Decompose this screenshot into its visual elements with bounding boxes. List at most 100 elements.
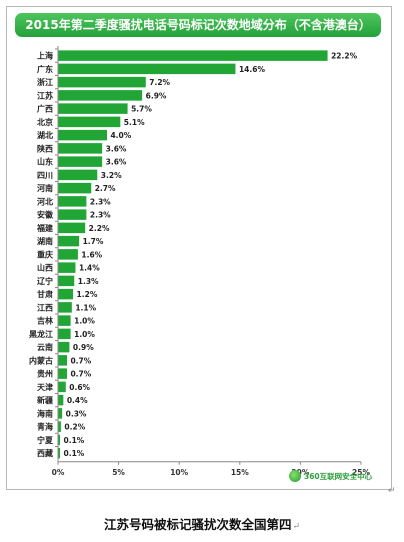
- value-label: 5.1%: [124, 118, 145, 127]
- value-label: 2.3%: [90, 197, 111, 206]
- value-label: 2.7%: [95, 184, 116, 193]
- category-label: 吉林: [37, 316, 53, 326]
- bar: [58, 341, 70, 353]
- chart-title: 2015年第二季度骚扰电话号码标记次数地域分布（不含港澳台）: [15, 13, 381, 37]
- bar: [58, 143, 103, 154]
- category-label: 湖南: [37, 236, 53, 246]
- x-tick-label: 10%: [170, 468, 188, 477]
- value-label: 0.2%: [64, 423, 85, 432]
- chart-figure: 2015年第二季度骚扰电话号码标记次数地域分布（不含港澳台） 0% 5% 10% 15…: [6, 6, 392, 490]
- logo-icon: [289, 470, 301, 482]
- value-label: 1.0%: [74, 330, 95, 339]
- value-label: 1.2%: [77, 290, 98, 299]
- category-label: 陕西: [37, 143, 53, 153]
- value-label: 0.1%: [64, 449, 85, 458]
- bar: [58, 169, 98, 181]
- bar: [58, 235, 80, 247]
- return-mark: ↵: [388, 486, 396, 496]
- value-label: 3.2%: [101, 171, 122, 180]
- value-label: 7.2%: [149, 78, 170, 87]
- category-label: 西藏: [37, 448, 53, 458]
- category-label: 山西: [37, 263, 53, 273]
- category-label: 黑龙江: [29, 329, 53, 339]
- category-label: 辽宁: [37, 276, 53, 286]
- category-label: 云南: [37, 342, 53, 352]
- value-label: 1.4%: [79, 264, 100, 273]
- caption: 江苏号码被标记骚扰次数全国第四↵: [0, 514, 404, 533]
- bar: [58, 421, 61, 432]
- bar: [58, 103, 128, 114]
- value-label: 1.3%: [78, 277, 99, 286]
- bar: [58, 76, 146, 88]
- category-label: 天津: [37, 382, 53, 392]
- value-label: 0.9%: [73, 343, 94, 352]
- bar: [58, 116, 121, 128]
- value-label: 4.0%: [110, 131, 131, 140]
- category-label: 湖北: [37, 130, 53, 140]
- value-label: 0.7%: [70, 370, 91, 379]
- bar: [58, 196, 87, 207]
- category-label: 甘肃: [37, 289, 53, 299]
- bar: [58, 355, 67, 366]
- value-label: 1.6%: [81, 250, 102, 259]
- x-tick-label: 0%: [52, 468, 65, 477]
- bar: [58, 434, 60, 446]
- category-label: 广西: [37, 104, 53, 114]
- category-label: 河北: [37, 196, 53, 206]
- value-label: 0.1%: [64, 436, 85, 445]
- bar: [58, 288, 74, 300]
- value-label: 0.4%: [67, 396, 88, 405]
- value-label: 2.3%: [90, 211, 111, 220]
- category-label: 宁夏: [37, 435, 54, 445]
- logo-text: 360互联网安全中心: [304, 471, 373, 481]
- bar: [58, 63, 236, 75]
- value-label: 1.0%: [74, 317, 95, 326]
- value-label: 14.6%: [239, 65, 266, 74]
- value-label: 1.1%: [75, 303, 96, 312]
- category-label: 江西: [37, 302, 53, 312]
- category-label: 内蒙古: [29, 355, 53, 365]
- bar: [58, 50, 328, 61]
- category-label: 贵州: [37, 369, 53, 379]
- category-label: 山东: [37, 157, 53, 167]
- value-label: 3.6%: [106, 158, 127, 167]
- bar: [58, 328, 71, 340]
- logo: 360互联网安全中心: [289, 469, 372, 483]
- bar: [58, 182, 92, 194]
- bar: [58, 368, 67, 379]
- bar-chart: 0% 5% 10% 15% 20% 25% 上海 22.2% 广东 14.6% 浙江 7.2% 江苏 6.…: [29, 46, 370, 477]
- value-label: 1.7%: [83, 237, 104, 246]
- category-label: 青海: [37, 422, 53, 432]
- bar: [58, 156, 103, 167]
- bar: [58, 447, 60, 459]
- x-tick-label: 20%: [291, 468, 309, 477]
- x-tick-label: 15%: [231, 468, 249, 477]
- bar: [58, 408, 63, 419]
- category-label: 江苏: [37, 90, 53, 100]
- category-label: 上海: [37, 51, 53, 61]
- value-label: 5.7%: [131, 105, 152, 114]
- bar: [58, 315, 71, 326]
- bar: [58, 129, 107, 141]
- bar: [58, 262, 76, 273]
- category-label: 安徽: [37, 210, 54, 220]
- bar: [58, 381, 66, 393]
- value-label: 2.2%: [89, 224, 110, 233]
- x-tick-label: 5%: [112, 468, 125, 477]
- bar: [58, 249, 78, 260]
- category-label: 浙江: [37, 77, 53, 87]
- caption-return-mark: ↵: [292, 522, 301, 532]
- category-label: 四川: [37, 171, 53, 180]
- category-label: 新疆: [37, 395, 53, 405]
- value-label: 6.9%: [146, 91, 167, 100]
- category-label: 福建: [36, 223, 54, 233]
- value-label: 3.6%: [106, 144, 127, 153]
- value-label: 22.2%: [331, 52, 358, 61]
- value-label: 0.6%: [69, 383, 90, 392]
- bar: [58, 209, 87, 220]
- bar: [58, 302, 72, 313]
- bar: [58, 222, 86, 234]
- caption-text: 江苏号码被标记骚扰次数全国第四: [103, 517, 292, 532]
- category-label: 北京: [37, 117, 53, 127]
- value-label: 0.3%: [66, 409, 87, 418]
